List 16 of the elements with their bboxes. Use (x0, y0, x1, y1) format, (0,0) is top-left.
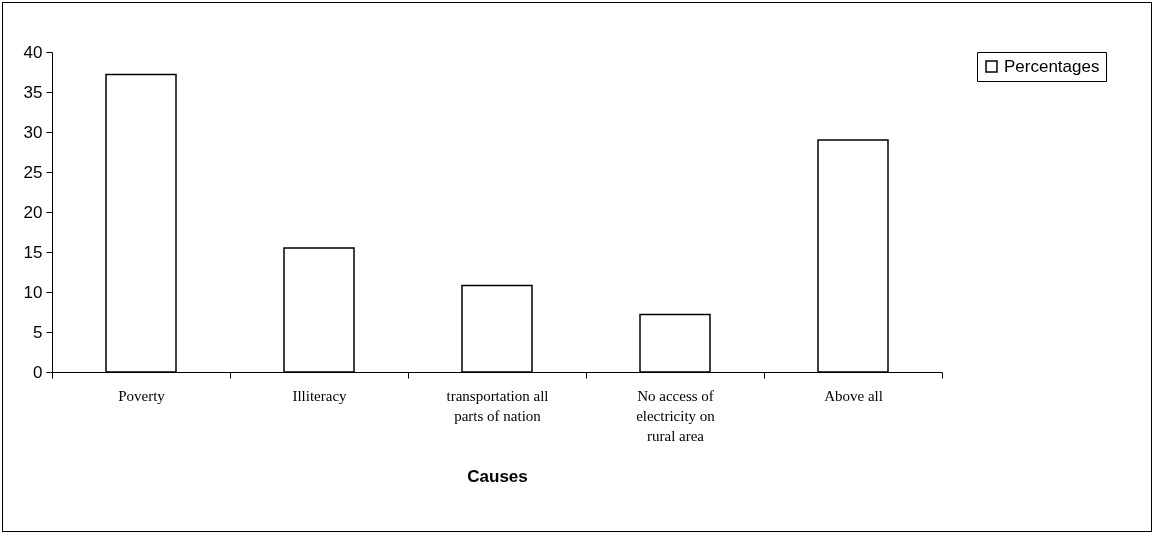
y-tick-label: 20 (23, 202, 43, 222)
y-tick-label: 25 (23, 162, 43, 182)
x-tick-label: No access of electricity on rural area (636, 387, 716, 444)
y-tick-label: 10 (23, 282, 43, 302)
legend-label: Percentages (1004, 56, 1100, 76)
y-tick-label: 0 (33, 362, 43, 382)
y-tick-label: 35 (23, 82, 43, 102)
x-tick-label: Above all (824, 387, 883, 404)
x-axis-title: Causes (467, 466, 528, 486)
x-tick-label: transportation all parts of nation (446, 387, 549, 424)
y-tick-label: 30 (23, 122, 43, 142)
y-tick-label: 40 (23, 42, 43, 62)
y-tick-label: 5 (33, 322, 43, 342)
y-tick-label: 15 (23, 242, 43, 262)
x-tick-label: Poverty (118, 387, 166, 404)
x-tick-label: Illiteracy (292, 387, 348, 404)
